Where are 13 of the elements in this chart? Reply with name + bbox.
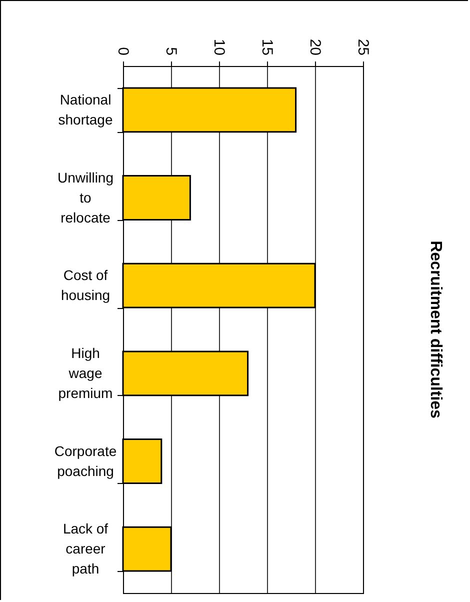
x-tick-label: 20 bbox=[306, 38, 324, 56]
y-tick-label: National shortage bbox=[58, 91, 113, 128]
x-tick-label: 25 bbox=[354, 38, 372, 56]
y-tick-label: Cost of housing bbox=[60, 267, 110, 304]
y-tick-label: High wage premium bbox=[58, 344, 113, 401]
x-tick-label: 5 bbox=[162, 47, 180, 56]
y-tick-label: Unwilling to relocate bbox=[57, 169, 114, 226]
y-tick-label: Corporate poaching bbox=[54, 442, 117, 479]
x-tick-label: 0 bbox=[114, 47, 132, 56]
x-tick-label: 15 bbox=[258, 38, 276, 56]
x-tick-label: 10 bbox=[210, 38, 228, 56]
text: Recruitment difficulties bbox=[427, 240, 444, 418]
y-tick-label: Lack of career path bbox=[62, 520, 108, 577]
